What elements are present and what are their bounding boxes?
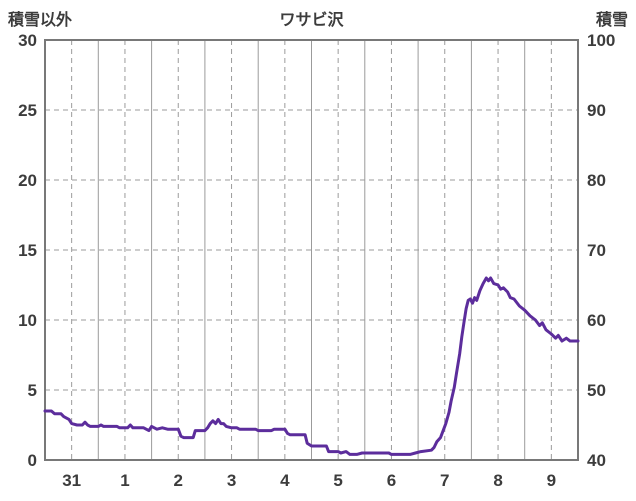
x-tick-label: 7 — [440, 471, 449, 490]
right-axis-title: 積雪 — [595, 12, 628, 29]
chart-title: ワサビ沢 — [279, 12, 344, 29]
x-tick-label: 31 — [62, 471, 81, 490]
right-tick-label: 60 — [587, 311, 606, 330]
x-tick-label: 5 — [333, 471, 342, 490]
x-tick-label: 9 — [547, 471, 556, 490]
right-tick-label: 80 — [587, 171, 606, 190]
left-tick-label: 30 — [18, 31, 37, 50]
x-tick-label: 2 — [174, 471, 183, 490]
x-tick-label: 4 — [280, 471, 290, 490]
x-tick-label: 3 — [227, 471, 236, 490]
right-tick-label: 100 — [587, 31, 615, 50]
plot-border — [44, 39, 579, 461]
left-tick-label: 5 — [28, 381, 37, 400]
x-tick-label: 6 — [387, 471, 396, 490]
left-tick-label: 20 — [18, 171, 37, 190]
right-tick-label: 70 — [587, 241, 606, 260]
right-tick-label: 90 — [587, 101, 606, 120]
series-line — [43, 276, 580, 456]
left-tick-label: 15 — [18, 241, 37, 260]
left-axis-title: 積雪以外 — [8, 12, 73, 29]
left-tick-label: 10 — [18, 311, 37, 330]
right-tick-label: 40 — [587, 451, 606, 470]
x-tick-label: 1 — [120, 471, 129, 490]
x-tick-label: 8 — [493, 471, 502, 490]
right-tick-label: 50 — [587, 381, 606, 400]
left-tick-label: 25 — [18, 101, 37, 120]
left-tick-label: 0 — [28, 451, 37, 470]
